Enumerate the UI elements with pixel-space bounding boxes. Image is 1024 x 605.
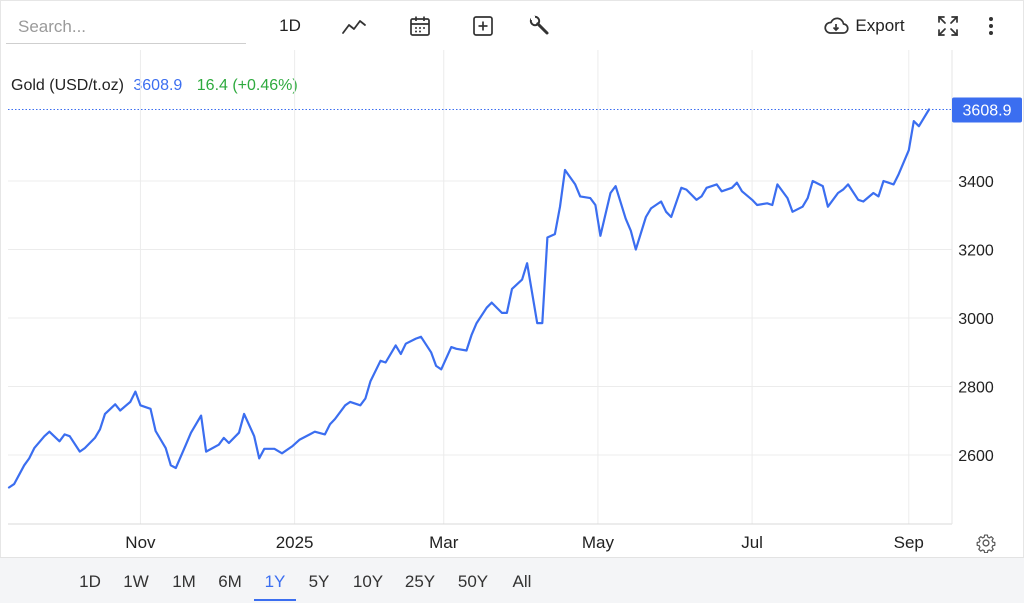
cloud-download-icon [824,17,849,34]
range-all-button[interactable]: All [512,572,532,591]
y-tick-label: 3000 [958,311,994,328]
range-1m-button[interactable]: 1M [172,572,196,591]
search-input[interactable] [6,10,246,44]
x-tick-label: Jul [741,533,763,552]
x-axis: Nov 2025 Mar May Jul Sep [125,533,924,552]
range-50y-button[interactable]: 50Y [457,572,489,591]
series-layer [7,108,952,489]
last-price-badge [952,97,1022,123]
gear-icon[interactable] [972,529,1000,557]
gold-price-line [7,108,931,489]
calendar-icon[interactable] [402,10,438,42]
toolbar: 1D [0,0,1024,52]
line-chart-icon[interactable] [336,10,372,42]
legend: Gold (USD/t.oz) 3608.9 16.4 (+0.46%) [11,77,298,95]
range-1w-button[interactable]: 1W [123,572,149,591]
y-tick-label: 3400 [958,174,994,191]
range-selector: 1D 1W 1M 6M 1Y 5Y 10Y 25Y 50Y All [0,557,1024,603]
range-1d-button[interactable]: 1D [79,572,101,591]
x-tick-label: Nov [125,533,156,552]
fullscreen-icon[interactable] [930,10,966,42]
range-25y-button[interactable]: 25Y [404,572,436,591]
range-1y-button[interactable]: 1Y [254,558,296,601]
x-tick-label: Sep [894,533,924,552]
y-tick-label: 2600 [958,448,994,465]
x-tick-label: Mar [429,533,459,552]
wrench-icon[interactable] [521,10,557,42]
price-change: 16.4 (+0.46%) [196,77,298,94]
last-price-label: 3608.9 [963,102,1012,119]
y-tick-label: 2800 [958,380,994,397]
export-button[interactable]: Export [818,10,910,42]
grid [8,50,953,525]
x-tick-label: May [582,533,615,552]
range-5y-button[interactable]: 5Y [308,572,330,591]
x-tick-label: 2025 [276,533,314,552]
y-axis: 2600 2800 3000 3200 3400 3608.9 [952,97,1022,465]
instrument-name: Gold (USD/t.oz) [11,77,124,94]
y-tick-label: 3200 [958,243,994,260]
more-vertical-icon[interactable] [976,10,1006,42]
current-price: 3608.9 [133,77,183,94]
interval-button[interactable]: 1D [279,16,301,35]
range-10y-button[interactable]: 10Y [352,572,384,591]
range-6m-button[interactable]: 6M [218,572,242,591]
plus-box-icon[interactable] [465,10,501,42]
export-label: Export [855,16,905,35]
